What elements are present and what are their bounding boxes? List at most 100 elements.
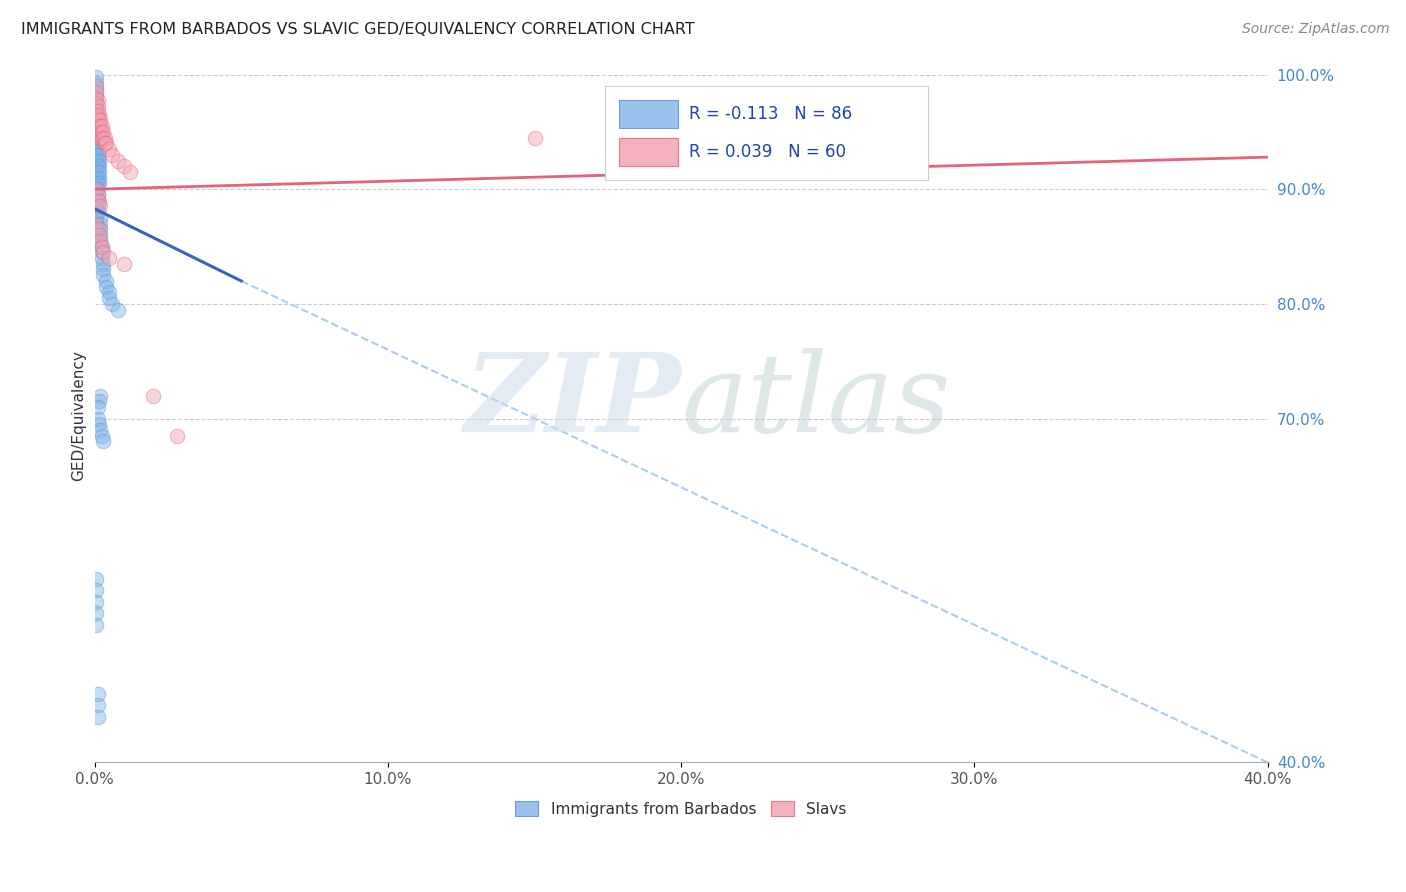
Point — [84, 159, 107, 173]
Point — [89, 234, 111, 248]
Point — [84, 205, 107, 219]
Point — [523, 130, 546, 145]
Point — [86, 93, 108, 107]
Point — [87, 159, 110, 173]
Point — [84, 111, 107, 125]
Point — [84, 116, 107, 130]
Point — [93, 130, 115, 145]
Legend: Immigrants from Barbados, Slavs: Immigrants from Barbados, Slavs — [508, 793, 855, 824]
Point — [84, 177, 107, 191]
Y-axis label: GED/Equivalency: GED/Equivalency — [72, 351, 86, 481]
Text: Source: ZipAtlas.com: Source: ZipAtlas.com — [1241, 22, 1389, 37]
Point — [669, 136, 692, 151]
Point — [89, 113, 111, 128]
Point — [84, 618, 107, 632]
Point — [84, 81, 107, 95]
Point — [86, 205, 108, 219]
Point — [84, 78, 107, 93]
Point — [84, 148, 107, 162]
FancyBboxPatch shape — [605, 87, 928, 180]
Point — [84, 121, 107, 136]
Point — [93, 257, 115, 271]
Point — [84, 101, 107, 115]
Point — [84, 170, 107, 185]
Point — [87, 194, 110, 208]
Point — [98, 291, 121, 305]
Text: R = 0.039   N = 60: R = 0.039 N = 60 — [689, 143, 846, 161]
Point — [90, 251, 112, 265]
Point — [84, 182, 107, 196]
Point — [84, 96, 107, 111]
Point — [86, 400, 108, 414]
Point — [90, 130, 112, 145]
Point — [93, 245, 115, 260]
Point — [84, 211, 107, 225]
Point — [84, 194, 107, 208]
Point — [86, 148, 108, 162]
Point — [84, 132, 107, 146]
Point — [94, 130, 117, 145]
Point — [84, 106, 107, 120]
Text: ZIP: ZIP — [464, 348, 681, 456]
Point — [89, 211, 111, 225]
Text: IMMIGRANTS FROM BARBADOS VS SLAVIC GED/EQUIVALENCY CORRELATION CHART: IMMIGRANTS FROM BARBADOS VS SLAVIC GED/E… — [21, 22, 695, 37]
Point — [86, 188, 108, 202]
Point — [87, 148, 110, 162]
Point — [84, 90, 107, 104]
Point — [84, 70, 107, 84]
Point — [112, 159, 135, 173]
Point — [86, 411, 108, 425]
Point — [86, 121, 108, 136]
Point — [98, 285, 121, 300]
Point — [89, 217, 111, 231]
Point — [90, 428, 112, 442]
Point — [84, 85, 107, 99]
Point — [98, 251, 121, 265]
Point — [89, 423, 111, 437]
Point — [84, 137, 107, 152]
Point — [84, 127, 107, 141]
Point — [84, 222, 107, 236]
Point — [87, 113, 110, 128]
Point — [118, 165, 141, 179]
Point — [101, 297, 124, 311]
Point — [86, 698, 108, 712]
Point — [84, 217, 107, 231]
Point — [84, 188, 107, 202]
FancyBboxPatch shape — [619, 100, 678, 128]
Point — [87, 170, 110, 185]
Point — [93, 125, 115, 139]
Point — [84, 228, 107, 243]
Point — [86, 182, 108, 196]
Point — [87, 130, 110, 145]
Point — [87, 108, 110, 122]
Point — [86, 136, 108, 151]
Point — [87, 119, 110, 133]
Point — [86, 142, 108, 156]
Point — [86, 153, 108, 168]
Point — [96, 274, 118, 288]
Point — [84, 102, 107, 116]
Point — [84, 92, 107, 106]
Point — [89, 388, 111, 402]
Point — [93, 262, 115, 277]
Point — [142, 388, 165, 402]
Point — [87, 394, 110, 409]
Point — [86, 199, 108, 213]
Point — [86, 110, 108, 124]
Text: atlas: atlas — [681, 348, 950, 456]
Point — [84, 595, 107, 609]
Point — [84, 583, 107, 598]
Point — [101, 148, 124, 162]
Point — [86, 188, 108, 202]
Point — [84, 607, 107, 621]
Point — [84, 86, 107, 100]
Point — [87, 165, 110, 179]
Point — [93, 434, 115, 449]
Point — [90, 239, 112, 253]
FancyBboxPatch shape — [619, 138, 678, 166]
Point — [84, 572, 107, 586]
Point — [96, 279, 118, 293]
Point — [112, 257, 135, 271]
Point — [86, 159, 108, 173]
